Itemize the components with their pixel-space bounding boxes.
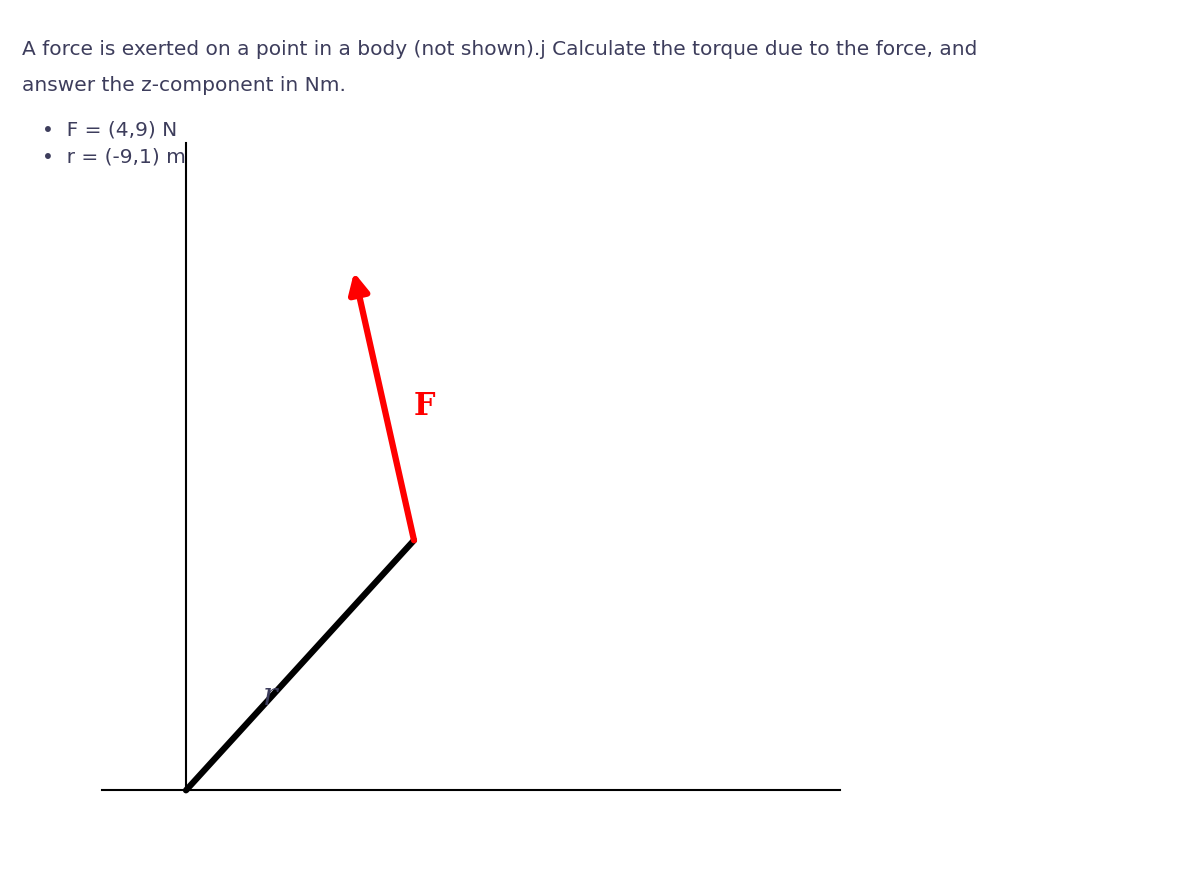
Text: A force is exerted on a point in a body (not shown).j Calculate the torque due t: A force is exerted on a point in a body … — [22, 40, 977, 59]
Text: answer the z-component in Nm.: answer the z-component in Nm. — [22, 76, 346, 95]
Text: F: F — [414, 391, 436, 421]
Text: •  F = (4,9) N: • F = (4,9) N — [42, 121, 178, 139]
Text: r: r — [263, 681, 277, 712]
Text: •  r = (-9,1) m: • r = (-9,1) m — [42, 147, 186, 166]
